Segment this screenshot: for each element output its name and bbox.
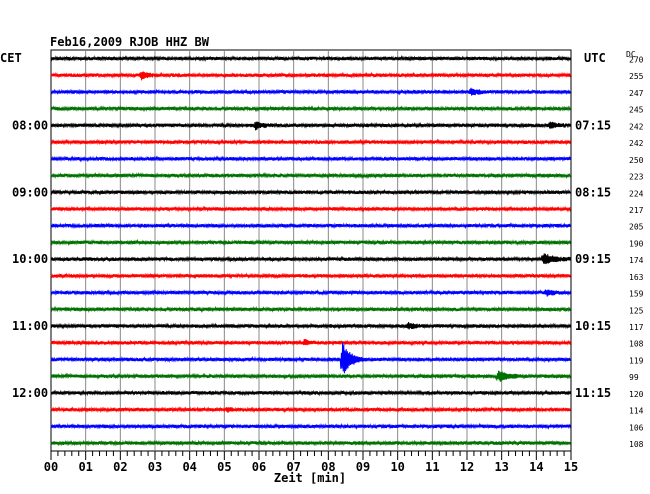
trace-line [50, 105, 572, 113]
dc-value: 270 [629, 56, 644, 65]
dc-value: 174 [629, 256, 644, 265]
dc-value: 117 [629, 323, 644, 332]
x-tick-label: 11 [425, 460, 439, 474]
x-tick-label: 03 [148, 460, 162, 474]
trace-line [50, 322, 572, 330]
right-hour-label: 07:15 [575, 118, 611, 132]
trace-line [50, 188, 572, 196]
trace-line [50, 305, 572, 313]
x-tick-label: 02 [113, 460, 127, 474]
x-tick-label: 14 [529, 460, 543, 474]
dc-value: 159 [629, 290, 644, 299]
trace-line [50, 171, 572, 180]
x-tick-label: 12 [460, 460, 474, 474]
x-tick-label: 04 [182, 460, 196, 474]
x-tick-label: 08 [321, 460, 335, 474]
x-tick-label: 09 [356, 460, 370, 474]
trace-group [50, 54, 572, 447]
chart-title: Feb16,2009 RJOB HHZ BW [50, 35, 210, 49]
dc-value-list: 270 255 247 245 242 242 250 223 224 217 205 190 174 1… [629, 56, 644, 450]
trace-line [50, 121, 572, 131]
trace-line [50, 253, 572, 265]
left-hour-labels: 08:00 09:00 10:00 11:00 12:00 [12, 118, 48, 400]
x-axis: 00 01 02 03 04 05 06 07 08 09 10 11 12 13 14 15 [44, 451, 578, 474]
right-hour-labels: 07:15 08:15 09:15 10:15 11:15 [575, 118, 611, 400]
dc-value: 106 [629, 423, 644, 432]
dc-value: 242 [629, 139, 644, 148]
trace-line [50, 238, 572, 247]
left-hour-label: 11:00 [12, 319, 48, 333]
trace-line [50, 272, 572, 280]
dc-value: 99 [629, 373, 639, 382]
trace-line [50, 155, 572, 163]
dc-value: 120 [629, 390, 644, 399]
dc-label: DC [626, 50, 636, 59]
x-tick-label: 01 [78, 460, 92, 474]
x-tick-label: 13 [494, 460, 508, 474]
trace-line [50, 289, 572, 297]
dc-value: 223 [629, 173, 644, 182]
left-axis-label: CET [0, 51, 22, 65]
left-hour-label: 09:00 [12, 185, 48, 199]
dc-value: 205 [629, 223, 644, 232]
x-tick-label: 10 [390, 460, 404, 474]
right-hour-label: 11:15 [575, 386, 611, 400]
dc-value: 224 [629, 189, 644, 198]
dc-value: 163 [629, 273, 644, 282]
dc-value: 255 [629, 72, 644, 81]
dc-value: 108 [629, 440, 644, 449]
left-hour-label: 12:00 [12, 386, 48, 400]
trace-line [50, 342, 572, 374]
trace-line [50, 370, 572, 382]
dc-value: 250 [629, 156, 644, 165]
left-hour-label: 10:00 [12, 252, 48, 266]
dc-value: 108 [629, 340, 644, 349]
dc-value: 217 [629, 206, 644, 215]
left-hour-label: 08:00 [12, 118, 48, 132]
x-tick-label: 06 [252, 460, 266, 474]
dc-value: 245 [629, 106, 644, 115]
right-hour-label: 10:15 [575, 319, 611, 333]
dc-value: 247 [629, 89, 644, 98]
dc-value: 119 [629, 356, 644, 365]
trace-line [50, 338, 572, 347]
x-tick-label: 15 [564, 460, 578, 474]
dc-value: 190 [629, 239, 644, 248]
right-axis-label: UTC [584, 51, 606, 65]
trace-line [50, 439, 572, 447]
trace-line [50, 54, 572, 62]
trace-line [50, 205, 572, 213]
x-tick-label: 00 [44, 460, 58, 474]
right-hour-label: 09:15 [575, 252, 611, 266]
trace-line [50, 71, 572, 81]
grid [50, 49, 572, 452]
trace-line [50, 222, 572, 230]
x-tick-label: 07 [286, 460, 300, 474]
dc-value: 242 [629, 122, 644, 131]
plot-frame [50, 49, 572, 452]
x-tick-label: 05 [217, 460, 231, 474]
trace-line [50, 87, 572, 96]
dc-value: 125 [629, 306, 644, 315]
trace-line [50, 138, 572, 146]
right-hour-label: 08:15 [575, 185, 611, 199]
trace-line [50, 389, 572, 397]
x-axis-title: Zeit [min] [274, 471, 346, 485]
trace-line [50, 422, 572, 430]
dc-value: 114 [629, 407, 644, 416]
trace-line [50, 406, 572, 414]
